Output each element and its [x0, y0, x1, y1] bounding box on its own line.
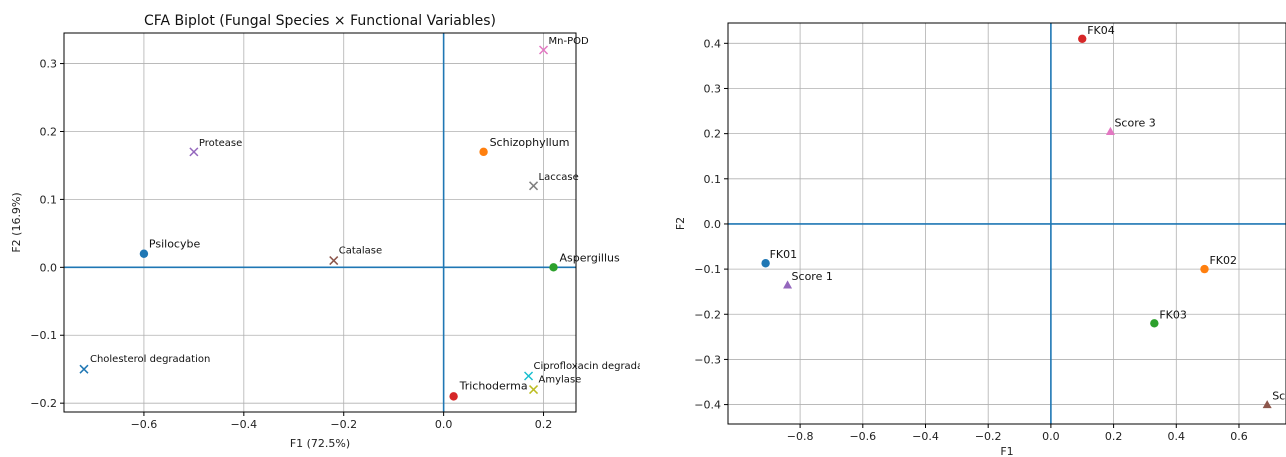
point-schizophyllum	[479, 147, 488, 157]
point-aspergillus	[549, 263, 558, 272]
chart-title: CFA Biplot (Fungal Species × Functional …	[144, 13, 496, 29]
y-tick-label: −0.2	[30, 397, 57, 410]
x-tick-label: 0.0	[1042, 430, 1060, 443]
y-tick-label: −0.3	[694, 353, 721, 366]
point-fk02	[1200, 264, 1209, 274]
x-axis-label: F1	[1000, 445, 1013, 457]
x-tick-label: 0.4	[1168, 430, 1186, 443]
cfa-biplot-chart: −0.6 −0.4 −0.2 0.0 0.2 −0.2 −0.1 0.0 0.1 0.2 0.3 CF…	[10, 13, 640, 450]
point-trichoderma	[449, 392, 458, 401]
x-tick-label: 0.2	[535, 418, 553, 431]
y-tick-label: 0.0	[40, 261, 58, 274]
point-label-mn-pod: Mn-POD	[549, 36, 589, 47]
point-label-score-1: Score 1	[792, 270, 833, 283]
y-tick-label: 0.0	[704, 218, 722, 231]
x-tick-label: −0.4	[230, 418, 257, 431]
point-label-trichoderma: Trichoderma	[459, 379, 528, 392]
y-tick-label: 0.1	[40, 193, 58, 206]
x-tick-label: 0.0	[435, 418, 453, 431]
plot-frame	[63, 32, 577, 413]
point-score-2	[1262, 400, 1272, 409]
point-label-fk04: FK04	[1087, 24, 1115, 37]
y-tick-label: 0.1	[704, 173, 722, 186]
point-amylase-stroke-b	[529, 385, 539, 395]
point-ciprofloxacin-degradation	[524, 371, 534, 381]
point-label-fk03: FK03	[1159, 308, 1187, 321]
point-label-cholesterol-degradation: Cholesterol degradation	[90, 354, 210, 365]
x-tick-label: −0.2	[330, 418, 357, 431]
point-psilocybe	[139, 249, 149, 258]
point-laccase-stroke-b	[529, 181, 539, 191]
point-mn-pod	[539, 45, 549, 55]
point-catalase	[329, 256, 339, 266]
point-label-schizophyllum: Schizophyllum	[490, 136, 570, 149]
point-mn-pod-stroke-b	[539, 45, 549, 55]
x-tick-label: −0.6	[131, 418, 158, 431]
point-score-3	[1105, 126, 1115, 135]
x-axis-label: F1 (72.5%)	[290, 437, 350, 450]
y-tick-label: −0.4	[694, 399, 721, 412]
point-label-fk02: FK02	[1209, 254, 1237, 267]
point-fk01	[761, 259, 770, 268]
point-label-score-2: Score 2	[1272, 390, 1286, 403]
point-cholesterol-degradation	[79, 364, 89, 374]
x-tick-label: 0.6	[1230, 430, 1248, 443]
point-label-amylase: Amylase	[539, 375, 582, 386]
point-amylase	[529, 385, 539, 395]
x-tick-label: −0.8	[787, 430, 814, 443]
point-label-laccase: Laccase	[539, 172, 579, 183]
point-catalase-stroke-b	[329, 256, 339, 266]
point-laccase	[529, 181, 539, 191]
y-tick-label: −0.1	[694, 263, 721, 276]
y-tick-label: −0.1	[30, 329, 57, 342]
y-tick-label: 0.3	[704, 82, 722, 95]
y-axis-label: F2 (16.9%)	[10, 192, 23, 252]
point-ciprofloxacin-degradation-stroke-b	[524, 371, 534, 381]
y-tick-label: 0.2	[704, 128, 722, 141]
x-tick-label: −0.4	[912, 430, 939, 443]
x-tick-label: −0.6	[849, 430, 876, 443]
x-tick-label: 0.2	[1105, 430, 1123, 443]
y-axis-label: F2	[674, 217, 687, 230]
y-tick-label: 0.4	[704, 37, 722, 50]
point-label-catalase: Catalase	[339, 246, 382, 257]
point-score-1	[783, 280, 793, 289]
point-cholesterol-degradation-stroke-b	[79, 364, 89, 374]
point-label-ciprofloxacin-degradation: Ciprofloxacin degradation	[534, 361, 640, 372]
y-tick-label: −0.2	[694, 308, 721, 321]
point-fk04	[1078, 34, 1087, 44]
point-fk03	[1150, 319, 1159, 328]
x-tick-label: −0.2	[975, 430, 1002, 443]
fk-score-chart: −0.8 −0.6 −0.4 −0.2 0.0 0.2 0.4 0.6 −0.4 −0.3 −0.2…	[674, 22, 1286, 457]
y-tick-label: 0.2	[40, 125, 58, 138]
point-label-psilocybe: Psilocybe	[149, 238, 201, 251]
point-label-aspergillus: Aspergillus	[560, 251, 620, 264]
point-protease-stroke-b	[189, 147, 199, 157]
y-tick-label: 0.3	[40, 58, 58, 71]
point-label-score-3: Score 3	[1114, 116, 1155, 129]
point-label-fk01: FK01	[770, 248, 798, 261]
point-protease	[189, 147, 199, 157]
point-label-protease: Protease	[199, 138, 242, 149]
